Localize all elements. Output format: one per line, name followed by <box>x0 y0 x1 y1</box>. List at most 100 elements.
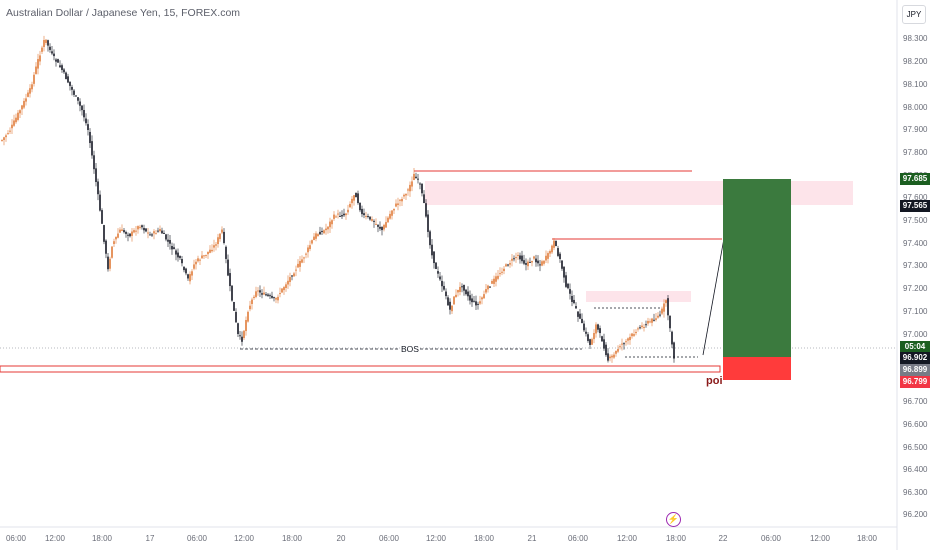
candle-body <box>503 268 505 272</box>
take-profit-zone[interactable] <box>723 179 791 357</box>
candle-body <box>451 305 453 312</box>
candle-body <box>363 213 365 216</box>
candle-body <box>461 286 463 288</box>
supply-zone-lower[interactable] <box>586 291 691 302</box>
candle-body <box>387 217 389 223</box>
candle-body <box>287 280 289 285</box>
candle-body <box>445 291 447 297</box>
candle-body <box>525 263 527 265</box>
candle-body <box>507 264 509 266</box>
candle-body <box>245 320 247 332</box>
candle-body <box>407 189 409 191</box>
candle-body <box>657 315 659 318</box>
candle-body <box>151 234 153 236</box>
candle-body <box>163 232 165 235</box>
symbol-title[interactable]: Australian Dollar / Japanese Yen, 15, FO… <box>6 7 241 19</box>
candle-body <box>95 168 97 183</box>
candle-body <box>189 274 191 282</box>
candle-body <box>73 90 75 95</box>
candle-body <box>51 51 53 54</box>
candle-body <box>645 324 647 326</box>
candlestick-series[interactable] <box>1 35 675 363</box>
candle-body <box>303 257 305 259</box>
candle-body <box>433 251 435 264</box>
candle-body <box>31 84 33 90</box>
candle-body <box>269 295 271 297</box>
candle-body <box>49 46 51 50</box>
candle-body <box>235 311 237 323</box>
candle-body <box>633 334 635 336</box>
candle-body <box>7 133 9 135</box>
candle-body <box>383 224 385 230</box>
candle-body <box>351 198 353 204</box>
candle-body <box>33 74 35 84</box>
candle-body <box>467 291 469 297</box>
candle-body <box>663 303 665 312</box>
candle-body <box>333 214 335 219</box>
candle-body <box>483 294 485 299</box>
candle-body <box>59 65 61 68</box>
candle-body <box>471 298 473 303</box>
take-profit-price-tag: 97.685 <box>900 173 930 185</box>
y-axis-tick: 97.000 <box>903 330 928 339</box>
candle-body <box>585 331 587 334</box>
candle-body <box>197 258 199 262</box>
candle-body <box>639 327 641 329</box>
candle-body <box>423 194 425 204</box>
candle-body <box>565 275 567 287</box>
candle-body <box>259 290 261 293</box>
candle-body <box>371 219 373 221</box>
y-axis-tick: 97.300 <box>903 261 928 270</box>
stop-loss-zone[interactable] <box>723 357 791 380</box>
candle-body <box>561 260 563 269</box>
candle-body <box>129 233 131 237</box>
candle-body <box>69 81 71 86</box>
lightning-bolt-icon[interactable]: ⚡ <box>666 512 681 527</box>
candle-body <box>123 230 125 233</box>
candle-body <box>135 230 137 232</box>
poi-demand-zone[interactable] <box>0 365 721 373</box>
candle-body <box>449 301 451 310</box>
candle-body <box>517 254 519 256</box>
y-axis-tick: 97.800 <box>903 148 928 157</box>
candle-body <box>421 183 423 194</box>
candle-body <box>535 258 537 263</box>
x-axis-tick: 18:00 <box>856 534 878 543</box>
candle-body <box>167 239 169 242</box>
candle-body <box>53 53 55 57</box>
candle-body <box>495 276 497 282</box>
candle-body <box>369 216 371 220</box>
candle-body <box>609 356 611 359</box>
candle-body <box>153 231 155 234</box>
candle-body <box>653 319 655 321</box>
candle-body <box>575 306 577 309</box>
candle-body <box>215 244 217 246</box>
candle-body <box>127 234 129 236</box>
candle-body <box>133 230 135 233</box>
candle-body <box>125 231 127 234</box>
candle-body <box>357 193 359 204</box>
candle-body <box>261 293 263 295</box>
candle-body <box>459 286 461 292</box>
candle-body <box>231 285 233 301</box>
candle-body <box>579 313 581 319</box>
candle-body <box>539 264 541 266</box>
currency-button[interactable]: JPY <box>902 5 926 24</box>
candle-body <box>373 220 375 222</box>
candle-body <box>343 213 345 216</box>
candle-body <box>89 131 91 144</box>
candle-body <box>603 339 605 349</box>
candle-body <box>629 336 631 341</box>
candle-body <box>5 135 7 138</box>
candle-body <box>615 350 617 354</box>
x-axis-tick: 06:00 <box>760 534 782 543</box>
candle-body <box>1 139 3 141</box>
candle-body <box>185 268 187 274</box>
candle-body <box>667 298 669 316</box>
candle-body <box>35 66 37 74</box>
candle-body <box>397 203 399 205</box>
candle-body <box>27 92 29 97</box>
candle-body <box>263 292 265 295</box>
candle-body <box>257 290 259 292</box>
